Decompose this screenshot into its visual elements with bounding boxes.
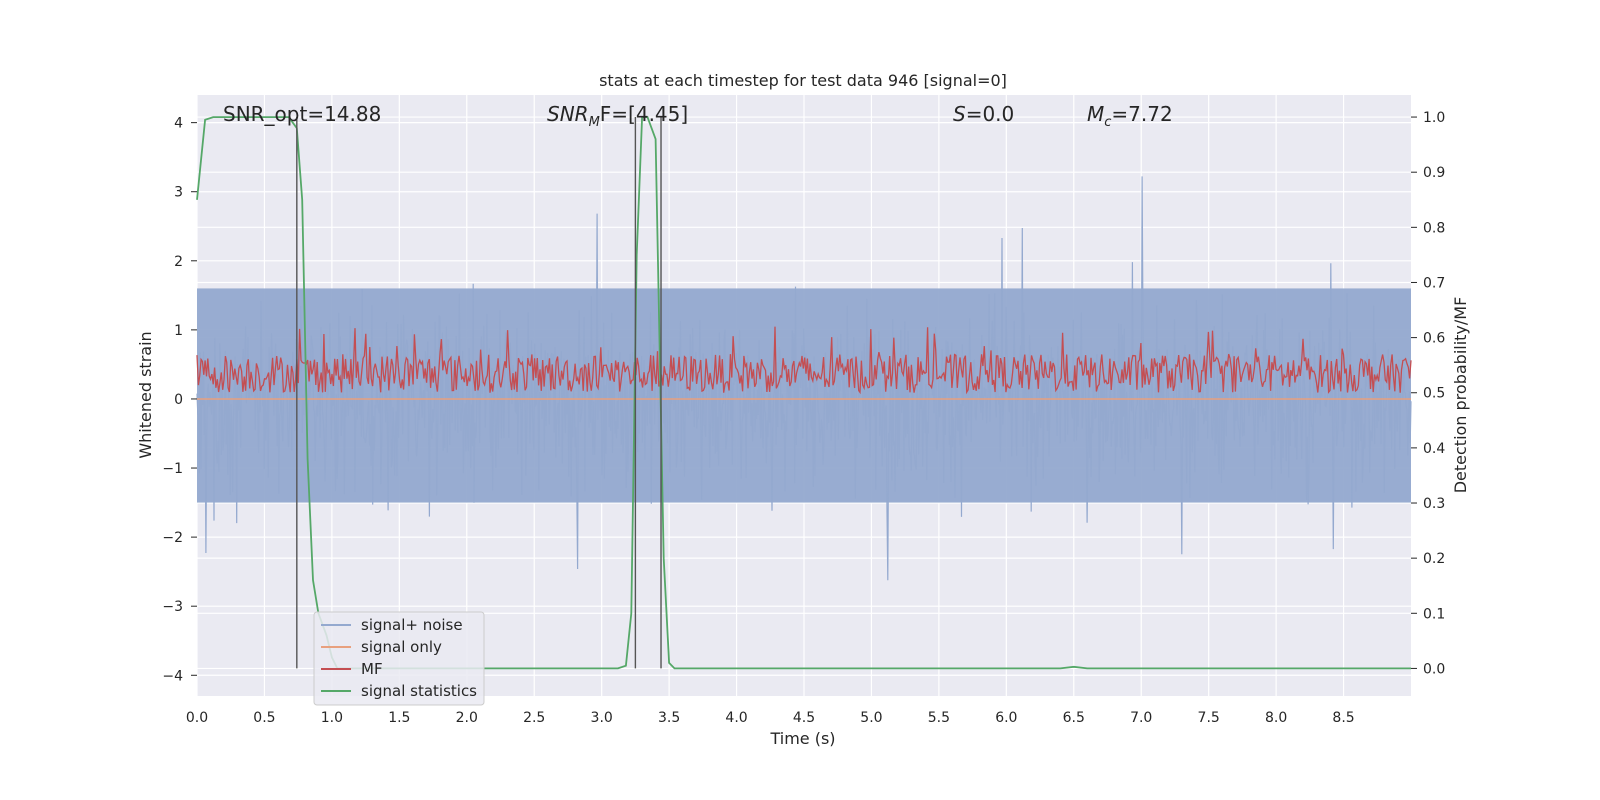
annotation-s: S=0.0: [953, 102, 1014, 126]
x-tick-label: 3.0: [591, 710, 613, 726]
y-tick-label-right: 0.2: [1423, 551, 1445, 567]
y-tick-label-right: 0.7: [1423, 275, 1445, 291]
x-tick-label: 7.0: [1130, 710, 1152, 726]
x-tick-label: 1.0: [321, 710, 343, 726]
y-tick-label-left: −3: [162, 599, 183, 615]
annotation-snr-opt: SNR_opt=14.88: [223, 102, 381, 126]
y-tick-label-right: 0.0: [1423, 661, 1445, 677]
x-tick-label: 2.0: [456, 710, 478, 726]
x-tick-label: 2.5: [523, 710, 545, 726]
x-tick-label: 5.0: [860, 710, 882, 726]
x-tick-label: 5.5: [928, 710, 950, 726]
y-axis-label-right: Detection probability/MF: [1451, 297, 1470, 494]
chart-title: stats at each timestep for test data 946…: [599, 71, 1007, 90]
y-tick-label-left: 3: [174, 185, 183, 201]
legend: signal+ noise signal only MF signal stat…: [313, 611, 485, 706]
y-axis-label-left: Whitened strain: [136, 331, 155, 458]
legend-label-mf: MF: [361, 660, 383, 678]
y-tick-label-left: 4: [174, 116, 183, 132]
x-tick-label: 6.5: [1063, 710, 1085, 726]
annotation-snr-mf: SNRMF=[4.45]: [547, 102, 688, 130]
x-axis-label: Time (s): [769, 729, 835, 748]
ticks: 0.0 0.5 1.0 1.5 2.0 2.5 3.0 3.5 4.0 4.5 5.0 5.5 6.0 6…: [162, 110, 1445, 726]
y-tick-label-left: −4: [162, 668, 183, 684]
series-signal-statistics: [196, 116, 1411, 670]
x-tick-label: 7.5: [1198, 710, 1220, 726]
y-tick-label-left: 0: [174, 392, 183, 408]
y-tick-label-right: 0.1: [1423, 606, 1445, 622]
legend-frame: [313, 611, 485, 706]
y-tick-label-left: −2: [162, 530, 183, 546]
y-tick-label-left: −1: [162, 461, 183, 477]
x-tick-label: 1.5: [388, 710, 410, 726]
y-tick-label-right: 0.8: [1423, 220, 1445, 236]
x-tick-label: 8.5: [1332, 710, 1354, 726]
x-tick-label: 6.0: [995, 710, 1017, 726]
y-tick-label-right: 0.5: [1423, 386, 1445, 402]
y-tick-label-right: 1.0: [1423, 110, 1445, 126]
y-tick-label-right: 0.6: [1423, 331, 1445, 347]
legend-label-signal-only: signal only: [361, 638, 442, 656]
legend-label-signal-statistics: signal statistics: [361, 682, 477, 700]
x-tick-label: 0.0: [186, 710, 208, 726]
series-layer: [196, 116, 1412, 670]
x-tick-label: 4.5: [793, 710, 815, 726]
y-tick-label-right: 0.9: [1423, 165, 1445, 181]
y-tick-label-left: 1: [174, 323, 183, 339]
x-tick-label: 8.0: [1265, 710, 1287, 726]
x-tick-label: 0.5: [253, 710, 275, 726]
y-tick-label-left: 2: [174, 254, 183, 270]
legend-label-signal-noise: signal+ noise: [361, 616, 463, 634]
annotation-mc: Mc=7.72: [1087, 102, 1173, 130]
x-tick-label: 3.5: [658, 710, 680, 726]
y-tick-label-right: 0.4: [1423, 441, 1445, 457]
x-tick-label: 4.0: [725, 710, 747, 726]
y-tick-label-right: 0.3: [1423, 496, 1445, 512]
series-mf: [196, 326, 1412, 395]
